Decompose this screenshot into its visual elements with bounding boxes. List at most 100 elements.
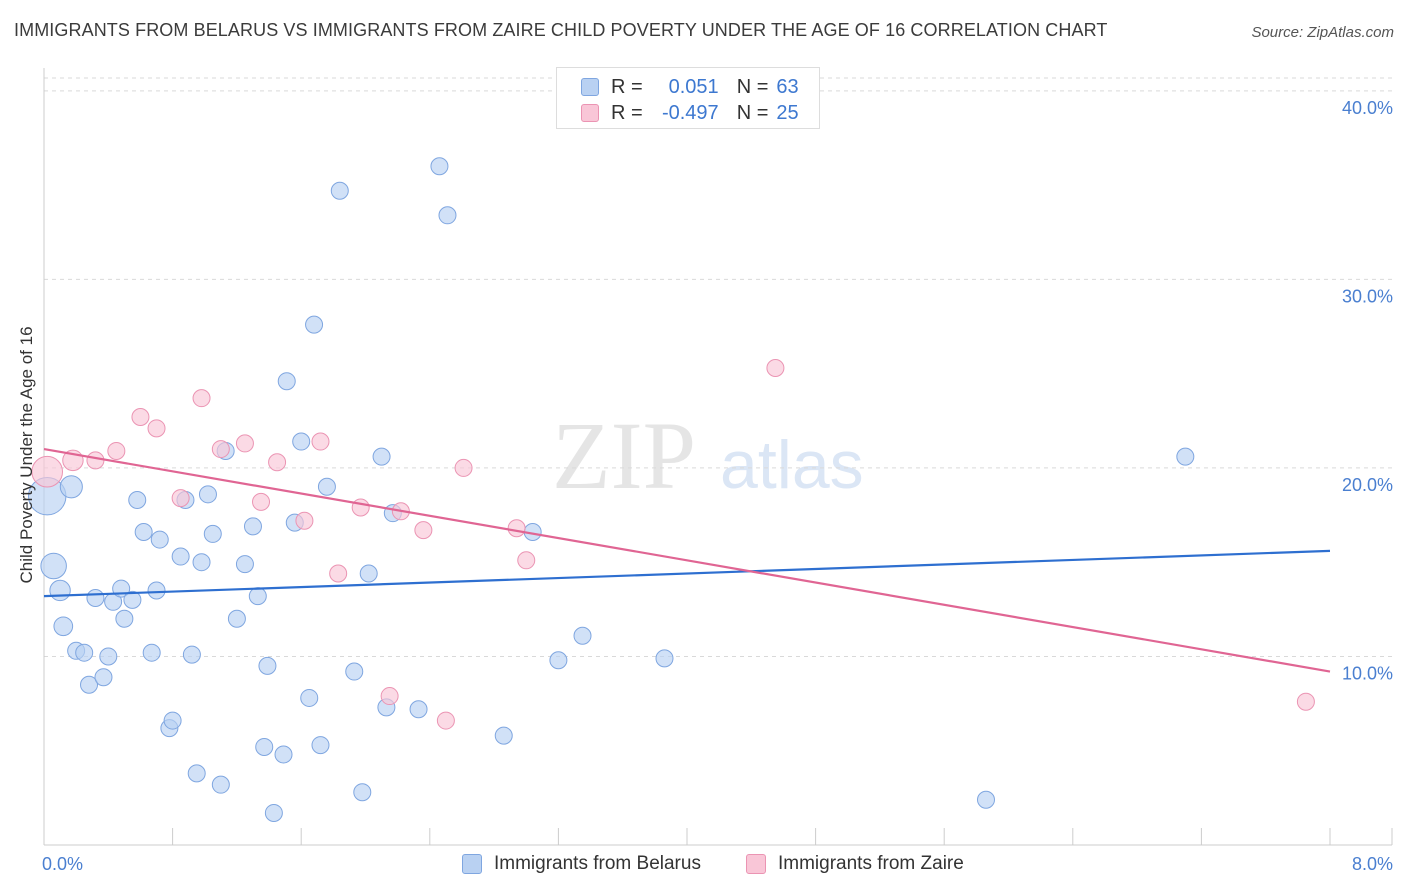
- point-belarus: [430, 157, 449, 176]
- point-zaire: [147, 419, 166, 438]
- point-zaire: [507, 519, 526, 538]
- point-zaire: [311, 432, 330, 451]
- point-zaire: [1296, 692, 1315, 711]
- point-belarus: [211, 775, 230, 794]
- bottom-legend-belarus: Immigrants from Belarus: [462, 851, 701, 877]
- point-belarus: [655, 649, 674, 668]
- point-belarus: [150, 530, 169, 549]
- y-tick-label: 40.0%: [1342, 98, 1393, 118]
- bottom-legend-label-belarus: Immigrants from Belarus: [494, 853, 701, 874]
- point-zaire: [351, 498, 370, 517]
- point-belarus: [187, 764, 206, 783]
- point-zaire: [766, 359, 785, 378]
- bottom-legend-zaire: Immigrants from Zaire: [746, 851, 964, 877]
- watermark-zip: ZIP: [552, 402, 696, 509]
- legend-r-value-belarus: 0.051: [668, 75, 719, 98]
- legend-r-label: R =: [611, 101, 643, 124]
- point-belarus: [255, 737, 274, 756]
- point-belarus: [274, 745, 293, 764]
- source-label: Source: ZipAtlas.com: [1251, 24, 1394, 41]
- point-belarus: [976, 790, 995, 809]
- point-belarus: [372, 447, 391, 466]
- point-zaire: [295, 511, 314, 530]
- point-belarus: [573, 626, 592, 645]
- tick-label-layer: 10.0% 20.0% 30.0% 40.0% 0.0% 8.0%: [42, 98, 1393, 874]
- trend-layer: [43, 447, 1331, 673]
- point-zaire: [131, 408, 150, 427]
- legend-swatch-belarus: [581, 78, 599, 96]
- point-belarus: [409, 700, 428, 719]
- point-belarus: [147, 581, 166, 600]
- point-belarus: [123, 590, 142, 609]
- point-belarus: [300, 688, 319, 707]
- y-tick-label: 20.0%: [1342, 475, 1393, 495]
- point-belarus: [248, 587, 267, 606]
- point-belarus: [99, 647, 118, 666]
- point-belarus: [134, 523, 153, 542]
- x-tick-label-min: 0.0%: [42, 854, 83, 874]
- point-belarus: [182, 645, 201, 664]
- point-belarus: [243, 517, 262, 536]
- point-belarus: [53, 616, 74, 637]
- chart-title: IMMIGRANTS FROM BELARUS VS IMMIGRANTS FR…: [14, 20, 1108, 40]
- point-belarus: [86, 589, 105, 608]
- point-belarus: [227, 609, 246, 628]
- trend-line-belarus: [43, 549, 1331, 598]
- legend-n-label: N =: [736, 75, 769, 98]
- point-belarus: [277, 372, 296, 391]
- legend-n-label: N =: [736, 101, 769, 124]
- point-belarus: [1176, 447, 1195, 466]
- y-tick-label: 30.0%: [1342, 286, 1393, 306]
- point-zaire: [107, 441, 126, 460]
- point-zaire: [517, 551, 536, 570]
- point-zaire: [171, 489, 190, 508]
- point-belarus: [330, 181, 349, 200]
- trend-line-zaire: [43, 447, 1331, 673]
- point-zaire: [252, 492, 271, 511]
- point-belarus: [549, 651, 568, 670]
- point-belarus: [115, 609, 134, 628]
- point-belarus: [59, 475, 83, 499]
- point-belarus: [305, 315, 324, 334]
- bottom-legend-label-zaire: Immigrants from Zaire: [778, 853, 964, 874]
- point-zaire: [436, 711, 455, 730]
- bottom-legend-swatch-belarus: [462, 854, 482, 874]
- point-zaire: [86, 451, 105, 470]
- point-zaire: [268, 453, 287, 472]
- point-belarus: [311, 736, 330, 755]
- point-zaire: [329, 564, 348, 583]
- point-zaire: [235, 434, 254, 453]
- point-belarus: [171, 547, 190, 566]
- point-zaire: [454, 458, 473, 477]
- point-belarus: [438, 206, 457, 225]
- point-belarus: [94, 668, 113, 687]
- point-belarus: [264, 803, 283, 822]
- point-zaire: [414, 521, 433, 540]
- point-belarus: [235, 555, 254, 574]
- legend-r-label: R =: [611, 75, 643, 98]
- y-axis-label: Child Poverty Under the Age of 16: [17, 326, 36, 584]
- point-belarus: [494, 726, 513, 745]
- legend-n-value-belarus: 63: [776, 75, 799, 98]
- point-belarus: [292, 432, 311, 451]
- point-belarus: [359, 564, 378, 583]
- y-tick-label: 10.0%: [1342, 663, 1393, 683]
- point-belarus: [353, 783, 372, 802]
- point-belarus: [142, 643, 161, 662]
- point-zaire: [192, 389, 211, 408]
- bottom-legend-swatch-zaire: [746, 854, 766, 874]
- correlation-legend: R = 0.051 N = 63 R = -0.497 N = 25: [556, 67, 820, 129]
- point-belarus: [49, 579, 71, 602]
- x-tick-label-max: 8.0%: [1352, 854, 1393, 874]
- point-belarus: [75, 643, 94, 662]
- legend-row-zaire: R = -0.497 N = 25: [581, 100, 799, 126]
- point-belarus: [163, 711, 182, 730]
- point-zaire: [380, 687, 399, 706]
- legend-r-value-zaire: -0.497: [661, 101, 719, 124]
- watermark-atlas: atlas: [720, 427, 864, 503]
- point-belarus: [80, 675, 99, 694]
- point-belarus: [128, 490, 147, 509]
- point-belarus: [198, 485, 217, 504]
